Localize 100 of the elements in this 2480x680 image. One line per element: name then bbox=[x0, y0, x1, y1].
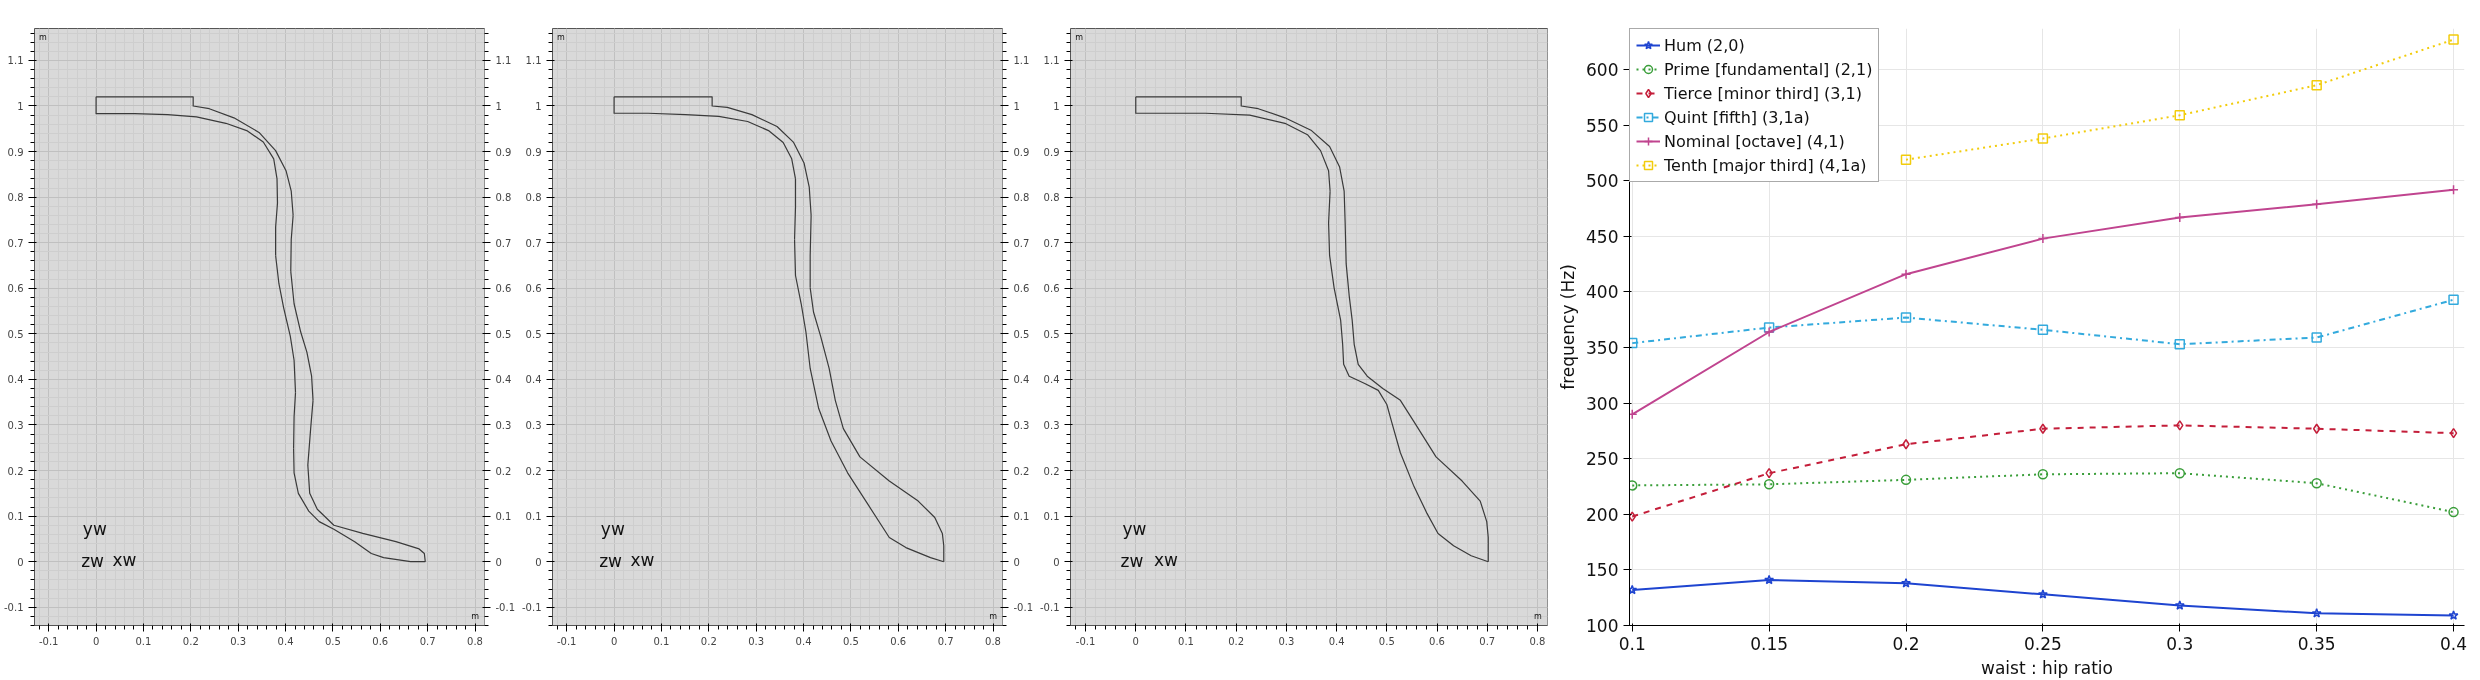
y-tick-label: 0.1 bbox=[7, 511, 24, 523]
annotation: zw bbox=[81, 551, 105, 572]
x-tick-label: 0.2 bbox=[700, 635, 717, 647]
y2-tick-label: -0.1 bbox=[1013, 602, 1034, 614]
y-tick-label: 0.6 bbox=[7, 283, 24, 295]
x-tick-label: 0.1 bbox=[1178, 635, 1194, 647]
y-tick-label: 0.5 bbox=[1043, 328, 1060, 340]
y-tick-label: 0.8 bbox=[1043, 192, 1060, 204]
annotation: m bbox=[557, 32, 565, 42]
y-tick-label: 0.5 bbox=[525, 328, 542, 340]
y-tick-label: 400 bbox=[1586, 282, 1619, 303]
x-tick-label: 0.7 bbox=[937, 635, 954, 647]
y-tick-label: 0.6 bbox=[1043, 283, 1060, 295]
y-tick-label: 0.7 bbox=[525, 237, 542, 249]
annotation: m bbox=[1533, 612, 1542, 622]
x-tick-label: 0.2 bbox=[182, 635, 199, 647]
y2-tick-label: 0.1 bbox=[1013, 511, 1030, 523]
x-tick-label: 0.4 bbox=[277, 635, 294, 647]
y-tick-label: 250 bbox=[1586, 449, 1619, 470]
y2-tick-label: 0.3 bbox=[495, 419, 512, 431]
y-tick-label: 0.3 bbox=[7, 419, 24, 431]
x-tick-label: -0.1 bbox=[1075, 635, 1096, 647]
y-tick-label: 1 bbox=[17, 100, 24, 112]
y2-tick-label: 0.9 bbox=[495, 146, 512, 158]
y-tick-label: -0.1 bbox=[521, 602, 542, 614]
y2-tick-label: 0 bbox=[495, 556, 502, 568]
y2-tick-label: 0.6 bbox=[1013, 283, 1030, 295]
legend-label: Hum (2,0) bbox=[1664, 35, 1745, 55]
y-tick-label: 0.1 bbox=[1043, 511, 1060, 523]
x-tick-label: 0.4 bbox=[1328, 635, 1345, 647]
x-tick-label: 0.4 bbox=[795, 635, 812, 647]
x-tick-label: 0.6 bbox=[890, 635, 907, 647]
x-tick-label: 0.2 bbox=[1228, 635, 1245, 647]
y-tick-label: 0.2 bbox=[525, 465, 542, 477]
y-tick-label: 0.9 bbox=[525, 146, 542, 158]
y2-tick-label: 1.1 bbox=[1013, 55, 1030, 67]
y-tick-label: 0 bbox=[17, 556, 24, 568]
y-tick-label: 1.1 bbox=[7, 55, 24, 67]
y-tick-label: 0.6 bbox=[525, 283, 542, 295]
y2-tick-label: 0.7 bbox=[495, 237, 512, 249]
x-tick-label: 0.8 bbox=[985, 635, 1001, 647]
y-tick-label: 0.3 bbox=[525, 419, 542, 431]
x-tick-label: 0.2 bbox=[1892, 633, 1920, 654]
annotation: xw bbox=[1153, 549, 1178, 570]
y-tick-label: 550 bbox=[1586, 115, 1619, 136]
x-tick-label: -0.1 bbox=[38, 635, 59, 647]
x-tick-label: 0.15 bbox=[1750, 633, 1789, 654]
y2-tick-label: 0.3 bbox=[1013, 419, 1030, 431]
y-tick-label: 0.4 bbox=[525, 374, 542, 386]
y2-tick-label: -0.1 bbox=[495, 602, 516, 614]
annotation: zw bbox=[599, 551, 623, 572]
y-tick-label: 600 bbox=[1586, 60, 1619, 81]
y2-tick-label: 0.9 bbox=[1013, 146, 1030, 158]
y2-tick-label: 0.1 bbox=[495, 511, 512, 523]
y-tick-label: 0.2 bbox=[7, 465, 24, 477]
y2-tick-label: 0 bbox=[1013, 556, 1020, 568]
y-tick-label: -0.1 bbox=[1039, 602, 1060, 614]
y-tick-label: 0 bbox=[535, 556, 542, 568]
x-tick-label: 0 bbox=[1132, 635, 1139, 647]
y-tick-label: 0.4 bbox=[7, 374, 24, 386]
y-tick-label: 350 bbox=[1586, 338, 1619, 359]
y2-tick-label: 0.4 bbox=[495, 374, 512, 386]
y2-tick-label: 0.2 bbox=[1013, 465, 1030, 477]
x-tick-label: 0.1 bbox=[653, 635, 670, 647]
x-tick-label: 0.7 bbox=[1479, 635, 1496, 647]
y-tick-label: 0.4 bbox=[1043, 374, 1060, 386]
annotation: yw bbox=[1122, 519, 1147, 540]
y2-tick-label: 1 bbox=[1013, 100, 1020, 112]
y-tick-label: 1.1 bbox=[525, 55, 542, 67]
y-axis-title: frequency (Hz) bbox=[1558, 264, 1579, 390]
x-tick-label: 0.6 bbox=[1429, 635, 1445, 647]
y2-tick-label: 0.8 bbox=[1013, 192, 1030, 204]
y-tick-label: 1.1 bbox=[1043, 55, 1060, 67]
x-tick-label: 0.5 bbox=[324, 635, 341, 647]
x-tick-label: 0.6 bbox=[372, 635, 389, 647]
y2-tick-label: 0.2 bbox=[495, 465, 512, 477]
y-tick-label: 0.1 bbox=[525, 511, 542, 523]
y-tick-label: 300 bbox=[1586, 393, 1619, 414]
y-tick-label: 100 bbox=[1586, 616, 1619, 636]
y-tick-label: 1 bbox=[1053, 100, 1060, 112]
y-tick-label: 150 bbox=[1586, 560, 1619, 581]
x-tick-label: 0.25 bbox=[2023, 633, 2062, 654]
annotation: yw bbox=[600, 519, 625, 540]
y-tick-label: 1 bbox=[535, 100, 542, 112]
x-tick-label: 0.5 bbox=[1378, 635, 1395, 647]
x-tick-label: 0.3 bbox=[230, 635, 247, 647]
y-tick-label: 450 bbox=[1586, 226, 1619, 247]
y2-tick-label: 0.4 bbox=[1013, 374, 1030, 386]
x-tick-label: 0.35 bbox=[2297, 633, 2336, 654]
y2-tick-label: 0.7 bbox=[1013, 237, 1030, 249]
x-tick-label: 0.1 bbox=[1618, 633, 1646, 654]
annotation: m bbox=[471, 612, 480, 622]
legend-label: Tierce [minor third] (3,1) bbox=[1664, 83, 1862, 103]
y2-tick-label: 1.1 bbox=[495, 55, 512, 67]
legend-label: Prime [fundamental] (2,1) bbox=[1664, 59, 1873, 79]
y-tick-label: 0.8 bbox=[525, 192, 542, 204]
annotation: m bbox=[989, 612, 998, 622]
y2-tick-label: 0.6 bbox=[495, 283, 512, 295]
y2-tick-label: 1 bbox=[495, 100, 502, 112]
legend-label: Nominal [octave] (4,1) bbox=[1664, 131, 1845, 151]
